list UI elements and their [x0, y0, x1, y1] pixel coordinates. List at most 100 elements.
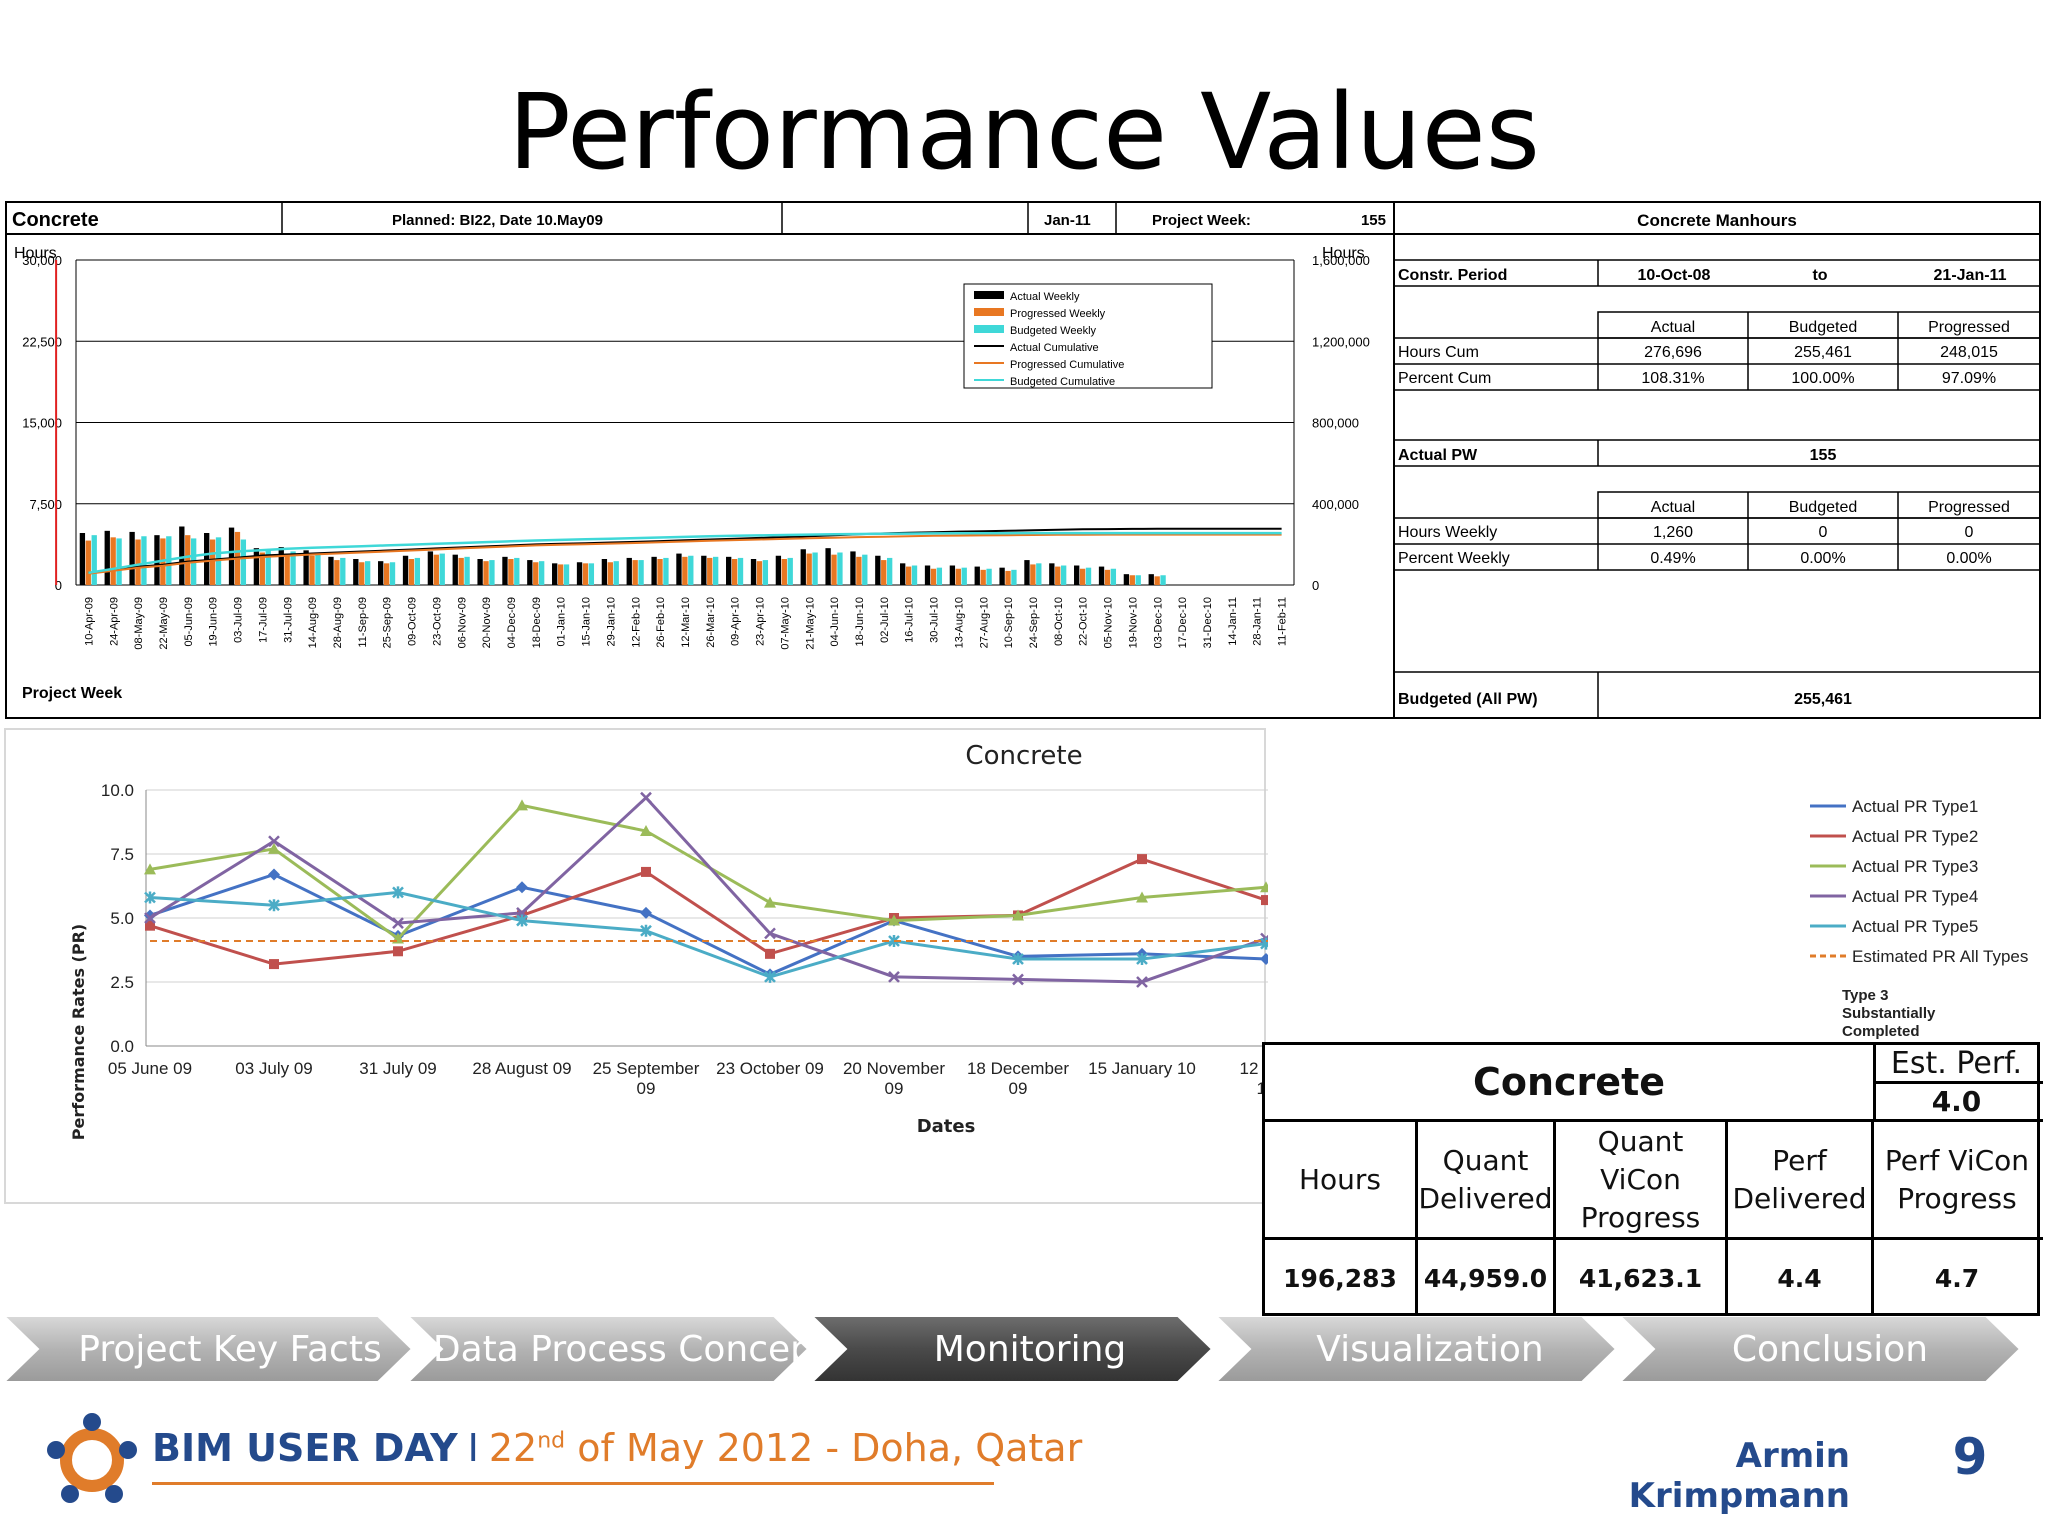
hours-x-tick: 19-Jun-09 — [208, 597, 220, 647]
hours-x-tick: 02-Jul-10 — [879, 597, 891, 643]
pr-point — [392, 886, 404, 899]
pr-series-actual-pr-type5 — [149, 890, 1268, 979]
pr-point — [765, 948, 775, 959]
hours-right-tick: 1,200,000 — [1312, 334, 1370, 349]
hours-legend-label: Progressed Cumulative — [1010, 359, 1124, 371]
hours-x-tick: 28-Aug-09 — [332, 597, 344, 648]
pr-point — [1136, 952, 1148, 965]
pr-x-tick: 05 June 09 — [108, 1059, 192, 1078]
pr-point — [764, 896, 776, 908]
pr-point — [640, 824, 652, 836]
weekly-bar-budgeted-weekly — [1011, 569, 1017, 585]
pr-point — [1260, 881, 1268, 893]
weekly-bar-progressed-weekly — [359, 562, 365, 585]
nav-conclusion[interactable]: Conclusion — [1731, 1328, 1929, 1370]
pr-y-tick: 0.0 — [110, 1037, 134, 1056]
hours-legend-label: Budgeted Weekly — [1010, 325, 1097, 337]
type3-note-line: Substantially — [1842, 1005, 1936, 1022]
event-underline — [152, 1482, 994, 1485]
nav-visualization[interactable]: Visualization — [1316, 1328, 1544, 1370]
weekly-bar-actual-weekly — [402, 555, 409, 585]
perf-col-perf-vicon: Perf ViCon Progress — [1884, 1143, 2030, 1215]
pr-x-tick: 20 November — [843, 1059, 945, 1078]
weekly-bar-budgeted-weekly — [265, 550, 271, 585]
weekly-bar-progressed-weekly — [284, 553, 290, 585]
hours-legend-label: Actual Cumulative — [1010, 342, 1099, 354]
weekly-bar-budgeted-weekly — [638, 560, 644, 585]
weekly-bar-progressed-weekly — [533, 562, 539, 585]
perf-col-hours: Hours — [1298, 1163, 1382, 1196]
hours-header-discipline: Concrete — [12, 209, 99, 231]
nav-monitoring[interactable]: Monitoring — [933, 1328, 1127, 1370]
hours-x-tick: 27-Aug-10 — [978, 597, 990, 648]
cum-col-budgeted: Budgeted — [1789, 319, 1858, 336]
pr-point — [516, 799, 528, 811]
est-perf-label: Est. Perf. — [1890, 1045, 2023, 1081]
weekly-bar-progressed-weekly — [185, 535, 191, 585]
hours-x-tick: 23-Oct-09 — [431, 597, 443, 646]
pr-x-tick: 15 January 10 — [1088, 1059, 1196, 1078]
percent-cum-progressed: 97.09% — [1942, 370, 1996, 387]
percent-weekly-budgeted: 0.00% — [1800, 550, 1845, 567]
weekly-bar-budgeted-weekly — [240, 539, 247, 585]
hours-x-tick: 22-May-09 — [158, 597, 170, 650]
weekly-bar-actual-weekly — [154, 535, 160, 585]
hours-chart-header: Concrete Planned: BI22, Date 10.May09 Ja… — [5, 201, 2041, 719]
weekly-bar-actual-weekly — [974, 566, 980, 585]
weekly-bar-progressed-weekly — [1005, 570, 1011, 585]
nav-data-process-concept[interactable]: Data Process Concept — [432, 1328, 828, 1370]
pr-y-axis-title: Performance Rates (PR) — [69, 924, 88, 1140]
pr-point — [144, 863, 156, 875]
nav-project-key-facts[interactable]: Project Key Facts — [78, 1328, 382, 1370]
pr-point — [1012, 973, 1024, 986]
weekly-bar-budgeted-weekly — [364, 561, 371, 585]
weekly-bar-budgeted-weekly — [762, 560, 769, 585]
perf-val-perf-vicon: 4.7 — [1934, 1263, 1980, 1293]
hours-legend-box — [963, 283, 1213, 389]
weekly-bar-actual-weekly — [1123, 574, 1130, 585]
hours-x-tick: 14-Aug-09 — [307, 597, 319, 648]
hours-header-week-label: Project Week: — [1152, 212, 1251, 229]
weekly-bar-progressed-weekly — [110, 537, 116, 585]
weekly-bar-actual-weekly — [800, 549, 806, 585]
pr-series-actual-pr-type3 — [149, 803, 1267, 941]
pr-point — [268, 835, 280, 848]
weekly-bar-budgeted-weekly — [91, 535, 97, 585]
pr-y-tick: 2.5 — [110, 973, 134, 992]
weekly-bar-actual-weekly — [552, 563, 558, 585]
hours-left-tick: 15,000 — [22, 416, 62, 431]
hours-legend-label: Actual Weekly — [1010, 291, 1080, 303]
weekly-bar-progressed-weekly — [1154, 576, 1160, 585]
weekly-bar-budgeted-weekly — [1135, 575, 1141, 585]
manhours-title: Concrete Manhours — [1637, 211, 1797, 230]
hours-x-tick: 18-Dec-09 — [531, 597, 543, 648]
hours-x-tick: 20-Nov-09 — [481, 597, 493, 648]
pr-x-tick: 09 — [637, 1079, 656, 1098]
weekly-bar-budgeted-weekly — [837, 552, 843, 585]
weekly-bar-budgeted-weekly — [315, 553, 321, 585]
pr-x-tick: 31 July 09 — [359, 1059, 437, 1078]
manhours-table: Concrete Manhours Constr. Period 10-Oct-… — [1394, 211, 2041, 718]
weekly-bar-actual-weekly — [750, 559, 757, 585]
weekly-bar-progressed-weekly — [135, 539, 141, 585]
weekly-bar-budgeted-weekly — [464, 556, 470, 585]
nav-chevron — [406, 1316, 810, 1382]
actual-pw-label: Actual PW — [1398, 447, 1478, 464]
hours-x-tick: 31-Dec-10 — [1202, 597, 1214, 648]
event-date-suffix: nd — [537, 1428, 566, 1454]
weekly-bar-progressed-weekly — [408, 559, 415, 585]
left-axis-label: Hours — [14, 245, 57, 262]
weekly-bar-actual-weekly — [378, 561, 384, 585]
weekly-bar-progressed-weekly — [756, 561, 763, 585]
weekly-bar-progressed-weekly — [806, 553, 812, 585]
hours-weekly-progressed: 0 — [1965, 524, 1974, 541]
nav-chevron — [1618, 1316, 2022, 1382]
pr-y-tick: 7.5 — [110, 845, 134, 864]
percent-cum-actual: 108.31% — [1641, 370, 1704, 387]
hours-x-tick: 19-Nov-10 — [1127, 597, 1139, 648]
pr-x-axis-title: Dates — [917, 1116, 976, 1137]
hours-x-tick: 31-Jul-09 — [282, 597, 294, 643]
concrete-hours-chart: Concrete Planned: BI22, Date 10.May09 Ja… — [5, 201, 2041, 719]
pr-point — [1260, 952, 1268, 965]
weekly-bar-progressed-weekly — [1129, 575, 1135, 585]
